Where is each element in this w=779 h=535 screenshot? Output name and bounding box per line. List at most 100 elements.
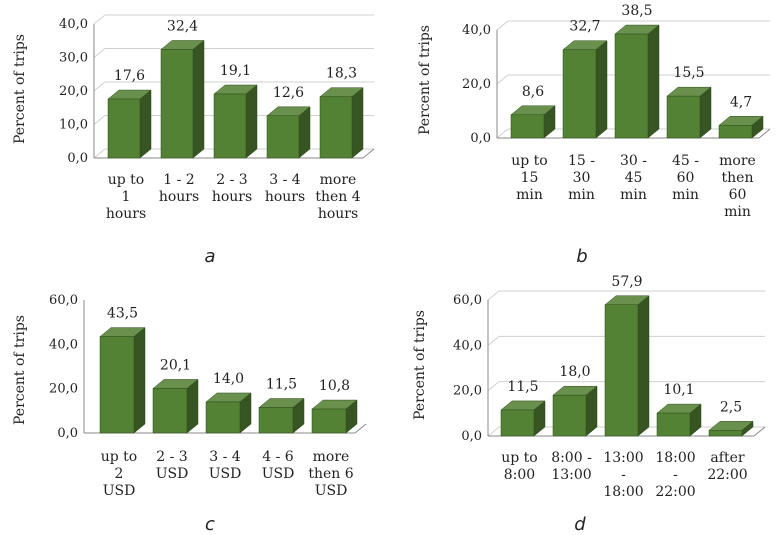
bar-1 <box>160 39 205 159</box>
chart-c: 0,0 20,0 40,0 60,0 Percent of trips 43,5 up to… <box>12 293 367 535</box>
category-label-line: min <box>672 187 699 203</box>
y-tick-label: 20,0 <box>453 384 482 399</box>
bar-side-face <box>245 84 258 159</box>
bar-3 <box>656 403 702 437</box>
category-label-line: min <box>516 187 543 203</box>
category-label: up to 8:00 <box>501 450 537 483</box>
y-tick-label: 0,0 <box>470 131 491 146</box>
category-label-line: 60 <box>729 187 747 203</box>
category-label-line: hours <box>265 189 305 205</box>
y-tick-label: 0,0 <box>67 151 88 166</box>
category-label-line: 2 - 3 <box>216 172 247 188</box>
y-tick-label: 0,0 <box>461 429 482 444</box>
category-label-line: 22:00 <box>707 467 747 483</box>
bar-front-face <box>666 95 701 139</box>
category-label: more then 4 hours <box>315 172 360 222</box>
bar-front-face <box>718 125 753 139</box>
bar-front-face <box>552 394 587 437</box>
bar-front-face <box>266 115 300 159</box>
category-label-line: 15 <box>521 170 539 186</box>
bar-4 <box>319 87 364 159</box>
category-label-line: then 6 <box>308 466 353 482</box>
category-label-line: then 4 <box>315 189 360 205</box>
bar-3 <box>266 106 311 159</box>
data-label: 10,1 <box>663 382 694 398</box>
category-label-line: 3 - 4 <box>269 172 301 188</box>
data-label: 19,1 <box>220 63 251 79</box>
data-label: 11,5 <box>266 377 297 393</box>
panel-label: a <box>204 246 215 267</box>
category-label: 1 - 2 hours <box>159 172 199 205</box>
data-label: 38,5 <box>621 3 652 19</box>
category-label-line: more <box>313 449 350 465</box>
gridline-depth <box>93 148 106 159</box>
panel-label: d <box>574 514 586 535</box>
data-label: 8,6 <box>522 84 544 100</box>
data-label: 2,5 <box>720 399 742 415</box>
category-label: after 22:00 <box>707 450 747 483</box>
category-label: 4 - 6 USD <box>262 449 295 482</box>
category-label-line: 4 - 6 <box>262 449 294 465</box>
bar-side-face <box>298 106 311 159</box>
data-label: 57,9 <box>611 274 642 290</box>
category-label-line: min <box>724 204 751 220</box>
y-tick-label: 20,0 <box>462 77 491 92</box>
category-label-line: up to <box>101 449 137 465</box>
x-axis-depth-line <box>758 128 771 139</box>
data-label: 17,6 <box>114 68 145 84</box>
bar-0 <box>510 105 556 139</box>
bar-side-face <box>192 39 205 159</box>
y-tick-label: 0,0 <box>57 426 78 441</box>
y-tick-label: 10,0 <box>59 118 88 133</box>
category-label-line: USD <box>262 466 295 482</box>
bar-2 <box>205 392 252 434</box>
category-label-line: 30 <box>573 170 591 186</box>
y-axis-label: Percent of trips <box>12 34 28 144</box>
bar-front-face <box>258 407 294 434</box>
bar-front-face <box>205 401 241 434</box>
bar-front-face <box>562 49 597 139</box>
category-label: 2 - 3 hours <box>212 172 252 205</box>
bar-side-face <box>351 87 364 159</box>
category-label-line: more <box>320 172 357 188</box>
data-label: 4,7 <box>730 94 752 110</box>
category-label-line: USD <box>209 466 242 482</box>
gridline-depth <box>93 14 106 25</box>
bar-front-face <box>708 430 743 437</box>
bar-4 <box>718 115 764 139</box>
bar-2 <box>614 24 660 139</box>
bar-0 <box>107 89 152 159</box>
category-label-line: 30 - <box>620 153 647 169</box>
gridline-depth <box>487 381 500 392</box>
bar-front-face <box>213 93 247 159</box>
panel-label: c <box>205 514 215 535</box>
category-label-line: 13:00 <box>603 450 643 466</box>
category-label: more then 6 USD <box>308 449 353 499</box>
bar-1 <box>552 385 598 437</box>
category-label-line: 1 <box>122 189 131 205</box>
category-label-line: hours <box>318 206 358 222</box>
category-label: up to 2 USD <box>101 449 137 499</box>
y-tick-label: 40,0 <box>49 337 78 352</box>
bar-2 <box>213 84 258 159</box>
bar-3 <box>666 86 712 139</box>
x-axis-depth-line <box>354 423 367 434</box>
x-axis-depth-line <box>362 148 375 159</box>
category-label-line: 45 - <box>672 153 699 169</box>
bar-4 <box>708 420 754 437</box>
category-label: more then 60 min <box>719 153 756 220</box>
category-label: 30 -45 min <box>620 153 647 203</box>
category-label-line: up to <box>501 450 537 466</box>
gridline-depth <box>487 426 500 437</box>
gridline-depth <box>93 115 106 125</box>
category-label: 15 -30 min <box>568 153 595 203</box>
chart-a: 0,0 10,0 20,0 30,0 40,0 Percent of trips 17,6 u… <box>12 14 375 267</box>
bar-1 <box>562 40 608 139</box>
bar-front-face <box>656 412 691 437</box>
category-label-line: more <box>719 153 756 169</box>
bar-front-face <box>152 388 188 434</box>
y-tick-label: 20,0 <box>49 382 78 397</box>
category-label-line: 8:00 - <box>551 450 592 466</box>
bar-3 <box>258 397 305 434</box>
